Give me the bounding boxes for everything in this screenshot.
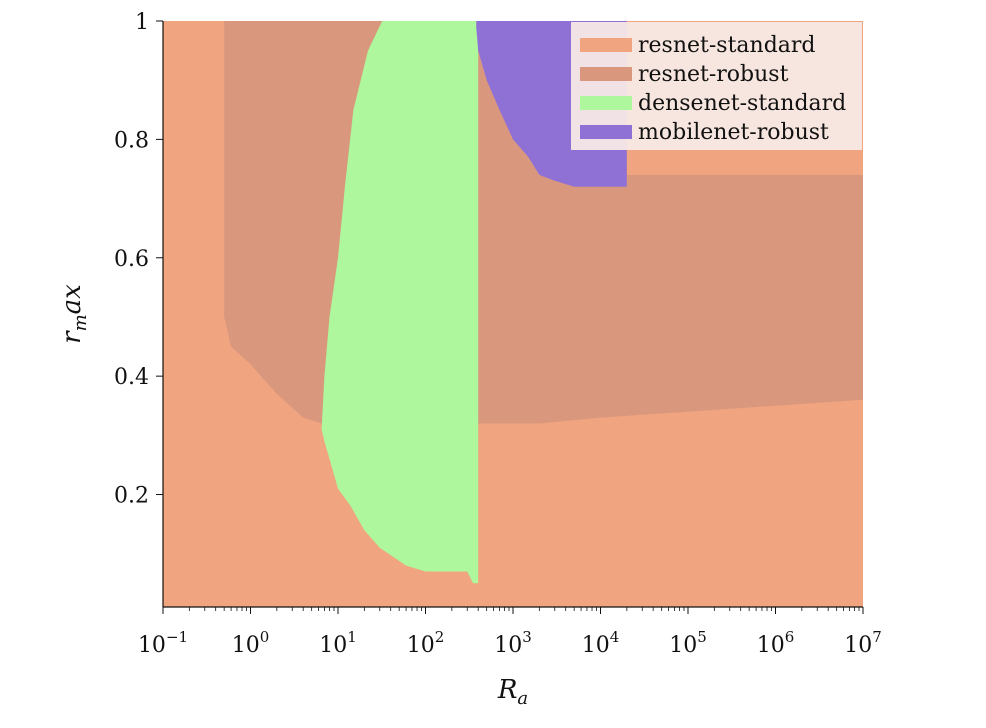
legend-label: resnet-robust xyxy=(638,62,789,87)
y-tick-label: 0.2 xyxy=(114,484,149,509)
legend-swatch xyxy=(580,96,632,110)
y-tick-label: 0.4 xyxy=(114,365,149,390)
y-tick-label: 0.6 xyxy=(114,247,149,272)
x-axis-label: Ra xyxy=(497,675,528,709)
y-tick-label: 1 xyxy=(135,10,149,35)
legend-label: resnet-standard xyxy=(638,33,816,58)
x-tick-label: 106 xyxy=(757,628,795,658)
legend-swatch xyxy=(580,67,632,81)
x-tick-label: 101 xyxy=(319,628,357,658)
axes-layer: 10−1 100 101 102 103 104 105 106 107 0.2 0.4 0.6 0.8… xyxy=(114,10,882,658)
legend-label: mobilenet-robust xyxy=(638,120,829,145)
region-densenet-standard xyxy=(321,21,479,584)
legend: resnet-standard resnet-robust densenet-sta… xyxy=(571,22,862,150)
legend-label: densenet-standard xyxy=(638,91,846,116)
x-tick-label: 103 xyxy=(494,628,532,658)
x-tick-label: 100 xyxy=(232,628,270,658)
x-tick-label: 102 xyxy=(407,628,445,658)
x-tick-label: 10−1 xyxy=(138,628,188,658)
x-tick-label: 104 xyxy=(582,628,620,658)
x-tick-label: 107 xyxy=(844,628,882,658)
y-tick-label: 0.8 xyxy=(114,128,149,153)
x-tick-label: 105 xyxy=(669,628,707,658)
legend-swatch xyxy=(580,125,632,139)
legend-swatch xyxy=(580,38,632,52)
regions-layer xyxy=(163,21,863,607)
y-axis-label: rmax xyxy=(57,284,91,344)
